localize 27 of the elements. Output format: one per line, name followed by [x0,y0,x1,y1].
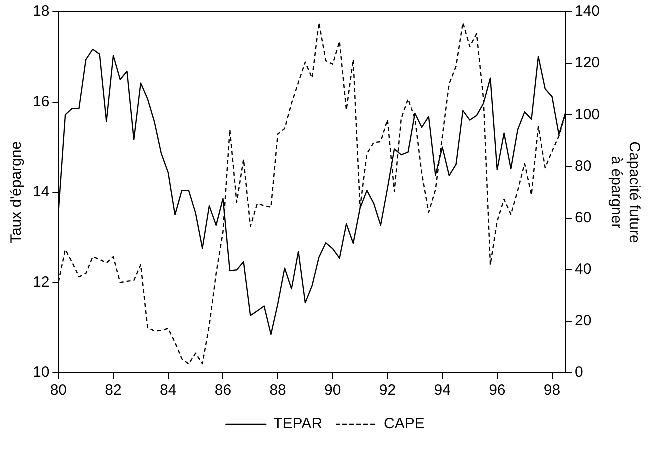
legend-label: TEPAR [274,416,323,433]
x-tick-label: 82 [105,382,122,400]
y2-tick-label: 20 [574,312,592,330]
y2-tick-label: 0 [574,364,584,382]
x-tick-label: 94 [434,382,451,400]
y-tick-label: 16 [32,93,50,110]
y2-tick-label: 40 [574,261,592,278]
legend-label: CAPE [384,416,425,433]
x-tick-label: 84 [160,382,177,400]
y2-tick-label: 120 [574,54,600,72]
x-tick-label: 80 [50,382,68,400]
y2-tick-label: 80 [574,158,592,175]
x-tick-label: 96 [489,382,506,400]
x-tick-label: 88 [270,382,286,400]
y-tick-label: 14 [32,184,50,201]
y2-axis-title: Capacité future à épargner [608,142,643,244]
y-tick-label: 18 [32,3,50,20]
x-tick-label: 86 [214,382,232,400]
x-tick-label: 92 [379,382,396,400]
y-tick-label: 10 [32,364,50,382]
y2-tick-label: 100 [574,106,600,124]
y-tick-label: 12 [32,274,50,291]
y2-tick-label: 140 [574,3,600,20]
y-axis-title: Taux d'épargne [8,141,26,244]
x-tick-label: 90 [324,382,342,400]
x-tick-label: 98 [544,382,561,400]
y2-tick-label: 60 [574,209,592,226]
